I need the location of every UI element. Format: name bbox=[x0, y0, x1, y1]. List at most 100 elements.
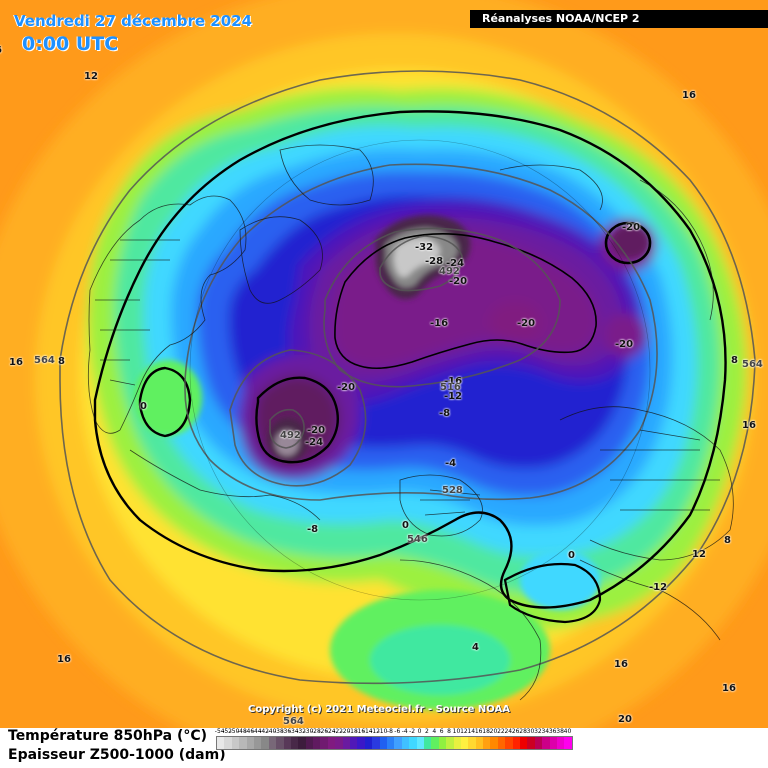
scale-swatch bbox=[549, 737, 557, 749]
legend-title-temperature: Température 850hPa (°C) bbox=[8, 728, 208, 744]
scale-swatch bbox=[401, 737, 410, 749]
scale-value: -10 bbox=[377, 728, 388, 735]
temperature-label: 0 bbox=[140, 401, 147, 412]
legend-title-thickness: Epaisseur Z500-1000 (dam) bbox=[8, 747, 226, 763]
thickness-label: 492 bbox=[280, 430, 301, 441]
temperature-label: -20 bbox=[449, 276, 468, 287]
map-date: Vendredi 27 décembre 2024 bbox=[14, 12, 253, 30]
isotherm-lines bbox=[93, 110, 727, 624]
scale-swatch bbox=[409, 737, 417, 749]
temperature-label: -20 bbox=[622, 222, 641, 233]
scale-value: 12 bbox=[460, 728, 468, 735]
scale-value: 16 bbox=[474, 728, 483, 735]
temperature-label: 6 bbox=[0, 45, 2, 56]
scale-swatch bbox=[556, 737, 565, 749]
scale-value: -22 bbox=[333, 728, 343, 735]
scale-value: 24 bbox=[504, 728, 513, 735]
scale-swatch bbox=[364, 737, 373, 749]
thickness-label: 528 bbox=[442, 485, 463, 496]
source-label: Réanalyses NOAA/NCEP 2 bbox=[470, 10, 768, 28]
coastlines bbox=[87, 144, 734, 701]
scale-value: 20 bbox=[489, 728, 498, 735]
temperature-label: -16 bbox=[430, 318, 449, 329]
scale-value: -38 bbox=[273, 728, 284, 735]
temperature-label: 12 bbox=[84, 71, 98, 82]
scale-value: 2 bbox=[424, 728, 429, 735]
map-time: 0:00 UTC bbox=[22, 33, 119, 55]
scale-swatch bbox=[394, 737, 402, 749]
scale-swatch bbox=[475, 737, 484, 749]
scale-value: -30 bbox=[303, 728, 314, 735]
scale-value: 34 bbox=[541, 728, 550, 735]
scale-value: -12 bbox=[370, 728, 380, 735]
scale-value: -2 bbox=[409, 728, 416, 735]
scale-swatch bbox=[453, 737, 461, 749]
scale-value: -40 bbox=[266, 728, 277, 735]
scale-value: 30 bbox=[526, 728, 535, 735]
scale-value: -50 bbox=[229, 728, 240, 735]
legend-panel: Température 850hPa (°C) Epaisseur Z500-1… bbox=[0, 728, 768, 768]
temperature-label: -20 bbox=[517, 318, 536, 329]
scale-value: 18 bbox=[482, 728, 490, 735]
scale-swatch bbox=[497, 737, 506, 749]
thickness-label: 516 bbox=[440, 382, 461, 393]
scale-value: -48 bbox=[236, 728, 247, 735]
scale-swatch bbox=[305, 737, 314, 749]
scale-value: 40 bbox=[563, 728, 572, 735]
temperature-label: -28 bbox=[425, 256, 444, 267]
scale-swatch bbox=[423, 737, 432, 749]
scale-value: 0 bbox=[417, 728, 422, 735]
scale-value: -14 bbox=[362, 728, 373, 735]
scale-swatch bbox=[520, 737, 528, 749]
temperature-label: 0 bbox=[568, 550, 575, 561]
scale-swatch bbox=[246, 737, 254, 749]
scale-value: -26 bbox=[318, 728, 329, 735]
scale-value: 28 bbox=[519, 728, 527, 735]
scale-value: 22 bbox=[497, 728, 505, 735]
temperature-label: 16 bbox=[682, 90, 696, 101]
scale-value: 26 bbox=[511, 728, 520, 735]
temperature-label: 16 bbox=[722, 683, 736, 694]
temperature-label: -20 bbox=[307, 425, 326, 436]
scale-swatch bbox=[438, 737, 447, 749]
scale-value: 8 bbox=[447, 728, 452, 735]
scale-swatch bbox=[327, 737, 336, 749]
scale-swatch bbox=[512, 737, 521, 749]
scale-swatch bbox=[224, 737, 232, 749]
scale-value: 10 bbox=[452, 728, 461, 735]
scale-swatch bbox=[298, 737, 306, 749]
scale-swatch bbox=[261, 737, 269, 749]
scale-swatch bbox=[372, 737, 380, 749]
scale-swatch bbox=[379, 737, 387, 749]
thickness-label: 564 bbox=[34, 355, 55, 366]
scale-swatch bbox=[446, 737, 454, 749]
scale-value: -4 bbox=[401, 728, 408, 735]
scale-value: -6 bbox=[394, 728, 401, 735]
scale-swatch bbox=[468, 737, 476, 749]
scale-value: -32 bbox=[296, 728, 306, 735]
temperature-label: -20 bbox=[615, 339, 634, 350]
scale-swatch bbox=[342, 737, 351, 749]
temperature-label: -8 bbox=[439, 408, 451, 419]
temperature-label: 8 bbox=[731, 355, 738, 366]
scale-swatch bbox=[416, 737, 424, 749]
scale-swatch bbox=[231, 737, 240, 749]
temperature-label: 16 bbox=[614, 659, 628, 670]
scale-swatch bbox=[527, 737, 535, 749]
thickness-lines bbox=[59, 70, 756, 685]
scale-value: -54 bbox=[214, 728, 225, 735]
color-scale bbox=[216, 736, 573, 750]
temperature-label: 20 bbox=[618, 714, 632, 725]
scale-swatch bbox=[350, 737, 358, 749]
temperature-label: 0 bbox=[402, 520, 409, 531]
scale-swatch bbox=[268, 737, 277, 749]
scale-value: -18 bbox=[347, 728, 358, 735]
scale-value: 6 bbox=[439, 728, 444, 735]
scale-value: 14 bbox=[467, 728, 476, 735]
temperature-label: -4 bbox=[445, 458, 457, 469]
thickness-label: 564 bbox=[283, 716, 304, 727]
scale-swatch bbox=[290, 737, 299, 749]
temperature-label: -24 bbox=[446, 258, 465, 269]
temperature-label: -16 bbox=[444, 376, 463, 387]
